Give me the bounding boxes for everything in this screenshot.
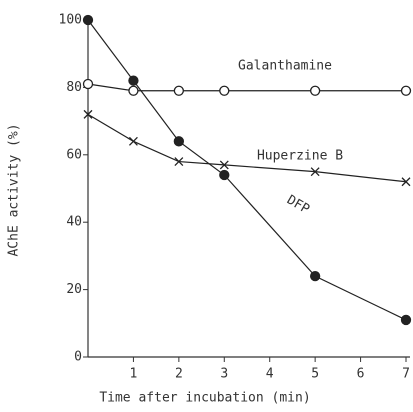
x-tick-label: 4 (266, 367, 274, 382)
marker (173, 85, 185, 96)
y-axis-label: AChE activity (%) (7, 123, 22, 256)
x-tick-label: 5 (311, 367, 319, 382)
x-tick-label: 3 (220, 367, 228, 382)
marker (400, 85, 412, 96)
marker (82, 14, 94, 26)
marker (219, 169, 230, 181)
marker (309, 85, 321, 96)
marker (128, 85, 139, 96)
x-tick-label: 7 (402, 367, 410, 382)
series-label: Galanthamine (238, 59, 332, 74)
series-label: DFP (284, 193, 312, 218)
series-line (87, 83, 406, 92)
y-tick-label: 60 (66, 147, 82, 162)
x-tick-label: 1 (130, 367, 138, 382)
marker (174, 157, 184, 166)
marker (83, 109, 93, 119)
marker (400, 314, 412, 326)
y-tick-label: 80 (66, 80, 82, 95)
y-tick-label: 0 (74, 350, 82, 365)
y-tick-label: 100 (59, 13, 82, 28)
marker (219, 85, 230, 96)
series-line (87, 113, 407, 183)
marker (128, 75, 139, 86)
marker (82, 78, 94, 90)
x-tick-label: 6 (357, 367, 365, 382)
marker (310, 167, 320, 177)
x-tick-label: 2 (175, 367, 183, 382)
series-line (87, 19, 407, 321)
marker (219, 160, 229, 170)
y-tick-label: 40 (66, 215, 82, 230)
marker (173, 136, 185, 147)
series-label: Huperzine B (257, 149, 343, 164)
y-tick-label: 20 (66, 282, 82, 297)
x-axis-label: Time after incubation (min) (99, 391, 310, 406)
marker (128, 136, 138, 146)
marker (309, 270, 321, 282)
marker (401, 177, 411, 187)
